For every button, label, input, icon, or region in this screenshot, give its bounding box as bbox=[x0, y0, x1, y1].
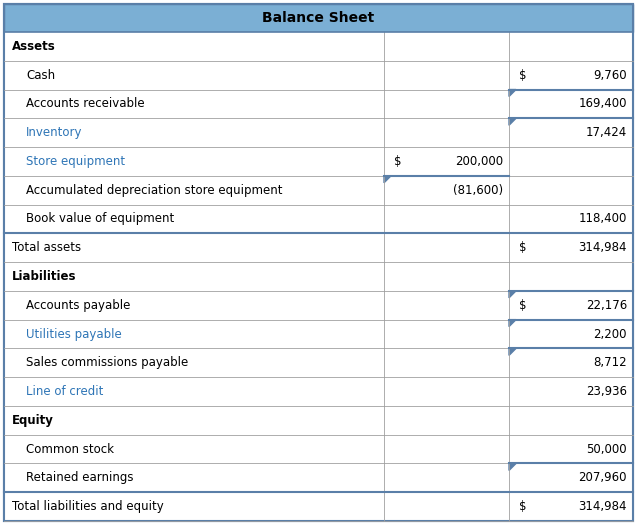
Bar bbox=[4, 61, 633, 90]
Bar bbox=[4, 118, 633, 147]
Text: Inventory: Inventory bbox=[26, 126, 83, 139]
Polygon shape bbox=[509, 118, 516, 125]
Bar bbox=[4, 4, 633, 32]
Text: 17,424: 17,424 bbox=[586, 126, 627, 139]
Text: 169,400: 169,400 bbox=[578, 98, 627, 110]
Polygon shape bbox=[509, 320, 516, 327]
Text: Balance Sheet: Balance Sheet bbox=[262, 11, 375, 25]
Bar bbox=[4, 377, 633, 406]
Polygon shape bbox=[509, 291, 516, 298]
Text: Assets: Assets bbox=[12, 40, 56, 53]
Text: 118,400: 118,400 bbox=[578, 213, 627, 225]
Bar bbox=[4, 262, 633, 291]
Text: 2,200: 2,200 bbox=[594, 328, 627, 341]
Bar bbox=[4, 147, 633, 176]
Text: 22,176: 22,176 bbox=[586, 299, 627, 312]
Text: 50,000: 50,000 bbox=[587, 443, 627, 456]
Text: 9,760: 9,760 bbox=[594, 69, 627, 82]
Text: 314,984: 314,984 bbox=[578, 241, 627, 254]
Bar bbox=[4, 435, 633, 464]
Text: $: $ bbox=[519, 500, 527, 513]
Text: $: $ bbox=[519, 299, 527, 312]
Bar bbox=[4, 32, 633, 61]
Bar bbox=[4, 291, 633, 320]
Text: 23,936: 23,936 bbox=[586, 385, 627, 398]
Text: Cash: Cash bbox=[26, 69, 55, 82]
Text: Line of credit: Line of credit bbox=[26, 385, 103, 398]
Text: 207,960: 207,960 bbox=[578, 471, 627, 485]
Bar bbox=[4, 492, 633, 521]
Text: Common stock: Common stock bbox=[26, 443, 114, 456]
Polygon shape bbox=[509, 464, 516, 470]
Text: Equity: Equity bbox=[12, 414, 54, 427]
Text: Book value of equipment: Book value of equipment bbox=[26, 213, 175, 225]
Polygon shape bbox=[509, 90, 516, 97]
Text: Total liabilities and equity: Total liabilities and equity bbox=[12, 500, 164, 513]
Text: 8,712: 8,712 bbox=[594, 356, 627, 369]
Polygon shape bbox=[509, 349, 516, 355]
Bar bbox=[4, 90, 633, 118]
Text: Accumulated depreciation store equipment: Accumulated depreciation store equipment bbox=[26, 184, 282, 197]
Bar bbox=[4, 205, 633, 233]
Text: Liabilities: Liabilities bbox=[12, 270, 76, 283]
Text: Sales commissions payable: Sales commissions payable bbox=[26, 356, 189, 369]
Bar bbox=[4, 320, 633, 349]
Bar bbox=[4, 233, 633, 262]
Text: $: $ bbox=[519, 69, 527, 82]
Polygon shape bbox=[384, 176, 391, 183]
Text: Total assets: Total assets bbox=[12, 241, 81, 254]
Text: $: $ bbox=[519, 241, 527, 254]
Bar bbox=[4, 406, 633, 435]
Bar bbox=[4, 349, 633, 377]
Bar bbox=[4, 464, 633, 492]
Text: (81,600): (81,600) bbox=[453, 184, 503, 197]
Bar bbox=[4, 176, 633, 205]
Text: Store equipment: Store equipment bbox=[26, 155, 125, 168]
Text: 200,000: 200,000 bbox=[455, 155, 503, 168]
Text: $: $ bbox=[394, 155, 401, 168]
Text: Accounts payable: Accounts payable bbox=[26, 299, 131, 312]
Text: Accounts receivable: Accounts receivable bbox=[26, 98, 145, 110]
Text: Utilities payable: Utilities payable bbox=[26, 328, 122, 341]
Text: 314,984: 314,984 bbox=[578, 500, 627, 513]
Text: Retained earnings: Retained earnings bbox=[26, 471, 134, 485]
